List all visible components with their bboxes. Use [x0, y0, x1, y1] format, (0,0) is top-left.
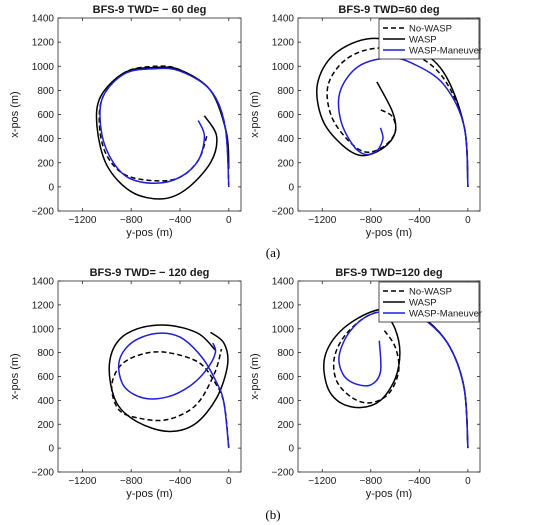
y-tick-label: 0 — [288, 182, 294, 193]
y-tick-label: 1400 — [272, 277, 295, 288]
x-tick-label: −1200 — [68, 476, 97, 487]
x-axis-label: y-pos (m) — [126, 227, 172, 239]
y-tick-label: −200 — [271, 207, 294, 218]
y-tick-label: 200 — [37, 158, 54, 169]
y-tick-label: 400 — [277, 134, 294, 145]
series-line-wasp — [108, 324, 229, 433]
chart-twd-minus-60: −1200 −800 −400 0 −200 0 200 400 600 800 1000 1200 1… — [9, 4, 242, 239]
y-tick-label: 1000 — [32, 324, 55, 335]
x-tick-label: 0 — [226, 215, 232, 226]
x-tick-label: 0 — [465, 215, 471, 226]
x-tick-label: −800 — [120, 476, 143, 487]
y-tick-label: 400 — [37, 134, 54, 145]
chart-twd-minus-120: −1200 −800 −400 0 −200 0 200 400 600 800 1000 1200 1… — [9, 267, 242, 500]
chart-twd-60: −1200 −800 −400 0 −200 0 200 400 600 800 1000 1200 1… — [249, 4, 482, 239]
series-line-wasp-maneuver — [337, 57, 469, 187]
chart-title: BFS-9 TWD= − 120 deg — [90, 267, 210, 279]
legend-entry: No-WASP — [409, 24, 452, 35]
series-line-wasp — [316, 37, 469, 187]
chart-title: BFS-9 TWD= − 60 deg — [93, 4, 207, 16]
y-tick-label: 1200 — [32, 300, 55, 311]
legend-entry: WASP — [409, 35, 437, 46]
y-tick-label: 1200 — [32, 38, 55, 49]
y-tick-label: −200 — [31, 207, 54, 218]
x-tick-label: −1200 — [68, 215, 97, 226]
y-axis-label: x-pos (m) — [9, 91, 21, 137]
legend-entry: WASP-Maneuver — [409, 309, 482, 320]
x-tick-label: −400 — [408, 476, 431, 487]
x-tick-label: −800 — [120, 215, 143, 226]
x-tick-label: 0 — [465, 476, 471, 487]
caption-b: (b) — [265, 507, 281, 522]
x-tick-label: −800 — [360, 476, 383, 487]
y-axis-label: x-pos (m) — [249, 91, 261, 137]
x-axis-label: y-pos (m) — [366, 488, 412, 500]
y-tick-label: 1000 — [272, 324, 295, 335]
y-tick-label: −200 — [31, 468, 54, 479]
y-tick-label: −200 — [271, 468, 294, 479]
y-tick-label: 1000 — [32, 62, 55, 73]
x-tick-label: −400 — [169, 215, 192, 226]
y-tick-label: 400 — [37, 396, 54, 407]
x-axis-label: y-pos (m) — [366, 227, 412, 239]
y-tick-label: 200 — [37, 420, 54, 431]
y-tick-label: 600 — [277, 372, 294, 383]
x-tick-label: −800 — [360, 215, 383, 226]
legend-entry: No-WASP — [409, 287, 452, 298]
legend-entry: WASP-Maneuver — [409, 46, 482, 57]
y-tick-label: 1400 — [272, 14, 295, 25]
series-line-wasp-maneuver — [117, 332, 230, 449]
y-tick-label: 600 — [37, 110, 54, 121]
series-line-no-wasp — [110, 348, 230, 449]
y-tick-label: 200 — [277, 420, 294, 431]
y-tick-label: 400 — [277, 396, 294, 407]
y-tick-label: 1400 — [32, 14, 55, 25]
series-line-wasp-maneuver — [99, 67, 230, 187]
x-tick-label: 0 — [226, 476, 232, 487]
y-tick-label: 0 — [288, 444, 294, 455]
series-line-wasp-maneuver — [338, 309, 469, 449]
caption-a: (a) — [265, 245, 281, 260]
x-axis-label: y-pos (m) — [126, 488, 172, 500]
y-tick-label: 800 — [277, 348, 294, 359]
y-tick-label: 1400 — [32, 277, 55, 288]
chart-twd-120: −1200 −800 −400 0 −200 0 200 400 600 800 1000 1200 1… — [249, 267, 482, 500]
series-line-no-wasp — [326, 47, 469, 187]
y-tick-label: 0 — [48, 444, 54, 455]
y-tick-label: 200 — [277, 158, 294, 169]
chart-title: BFS-9 TWD=120 deg — [335, 267, 442, 279]
y-axis-label: x-pos (m) — [9, 353, 21, 399]
x-tick-label: −400 — [408, 215, 431, 226]
x-tick-label: −400 — [169, 476, 192, 487]
y-tick-label: 800 — [37, 348, 54, 359]
y-tick-label: 800 — [277, 86, 294, 97]
y-tick-label: 800 — [37, 86, 54, 97]
legend-entry: WASP — [409, 298, 437, 309]
chart-title: BFS-9 TWD=60 deg — [338, 4, 439, 16]
y-tick-label: 600 — [37, 372, 54, 383]
x-tick-label: −1200 — [308, 215, 337, 226]
y-axis-label: x-pos (m) — [249, 353, 261, 399]
plot-frame — [57, 17, 242, 212]
y-tick-label: 600 — [277, 110, 294, 121]
y-tick-label: 0 — [48, 182, 54, 193]
y-tick-label: 1000 — [272, 62, 295, 73]
y-tick-label: 1200 — [272, 300, 295, 311]
x-tick-label: −1200 — [308, 476, 337, 487]
y-tick-label: 1200 — [272, 38, 295, 49]
